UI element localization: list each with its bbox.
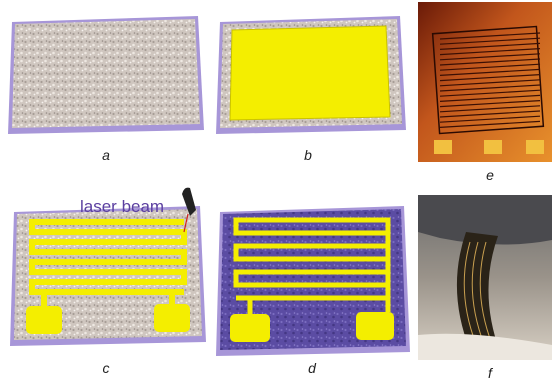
contact-pad [356,312,394,340]
panel-f-photo [418,195,552,360]
panel-label: b [304,147,312,163]
precursor-film [230,26,390,120]
contact-pad [230,314,270,342]
panel-label: d [308,360,317,376]
panel-b [216,16,406,134]
contact-pad [154,304,190,332]
panel-label: e [486,167,494,183]
figure: a b e laser beam c d [0,0,556,382]
annotation: laser beam [80,197,164,216]
contact-pad [26,306,62,334]
panel-label: c [103,360,110,376]
panel-label: a [102,147,110,163]
panel-label: f [488,365,494,381]
panel-d [216,206,410,356]
panel-a [8,16,204,134]
substrate [12,19,200,128]
panel-e-photo [418,2,552,162]
